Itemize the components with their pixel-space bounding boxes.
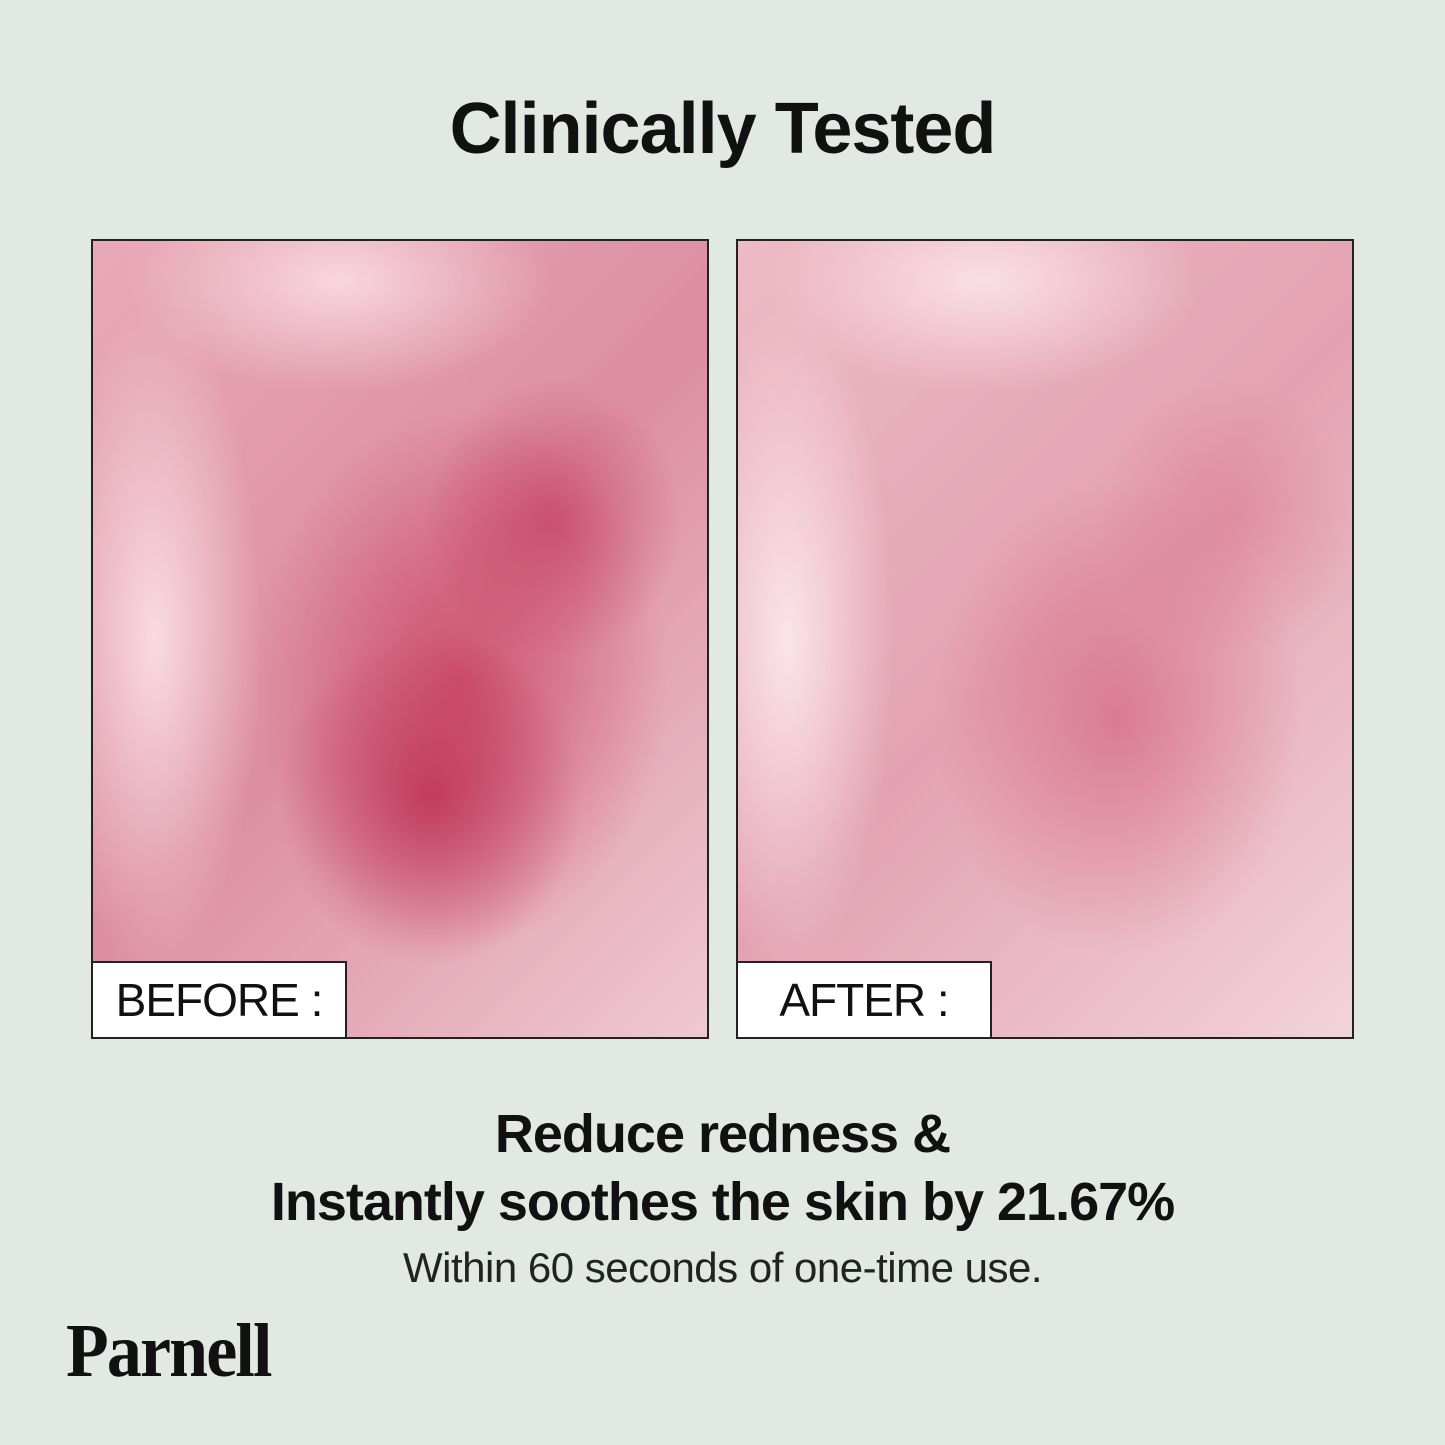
headline: Reduce redness & Instantly soothes the s… [0,1100,1445,1236]
after-skin-photo [738,241,1352,1037]
before-skin-photo [93,241,707,1037]
brand-logo: Parnell [66,1309,272,1393]
headline-line-2: Instantly soothes the skin by 21.67% [270,1172,1175,1232]
subtext: Within 60 seconds of one-time use. [402,1244,1043,1291]
before-image-panel: BEFORE : [91,239,709,1039]
before-label: BEFORE : [93,961,347,1037]
after-image-panel: AFTER : [736,239,1354,1039]
page-title: Clinically Tested [449,89,997,169]
after-label: AFTER : [738,961,992,1037]
headline-line-1: Reduce redness & [494,1104,951,1164]
